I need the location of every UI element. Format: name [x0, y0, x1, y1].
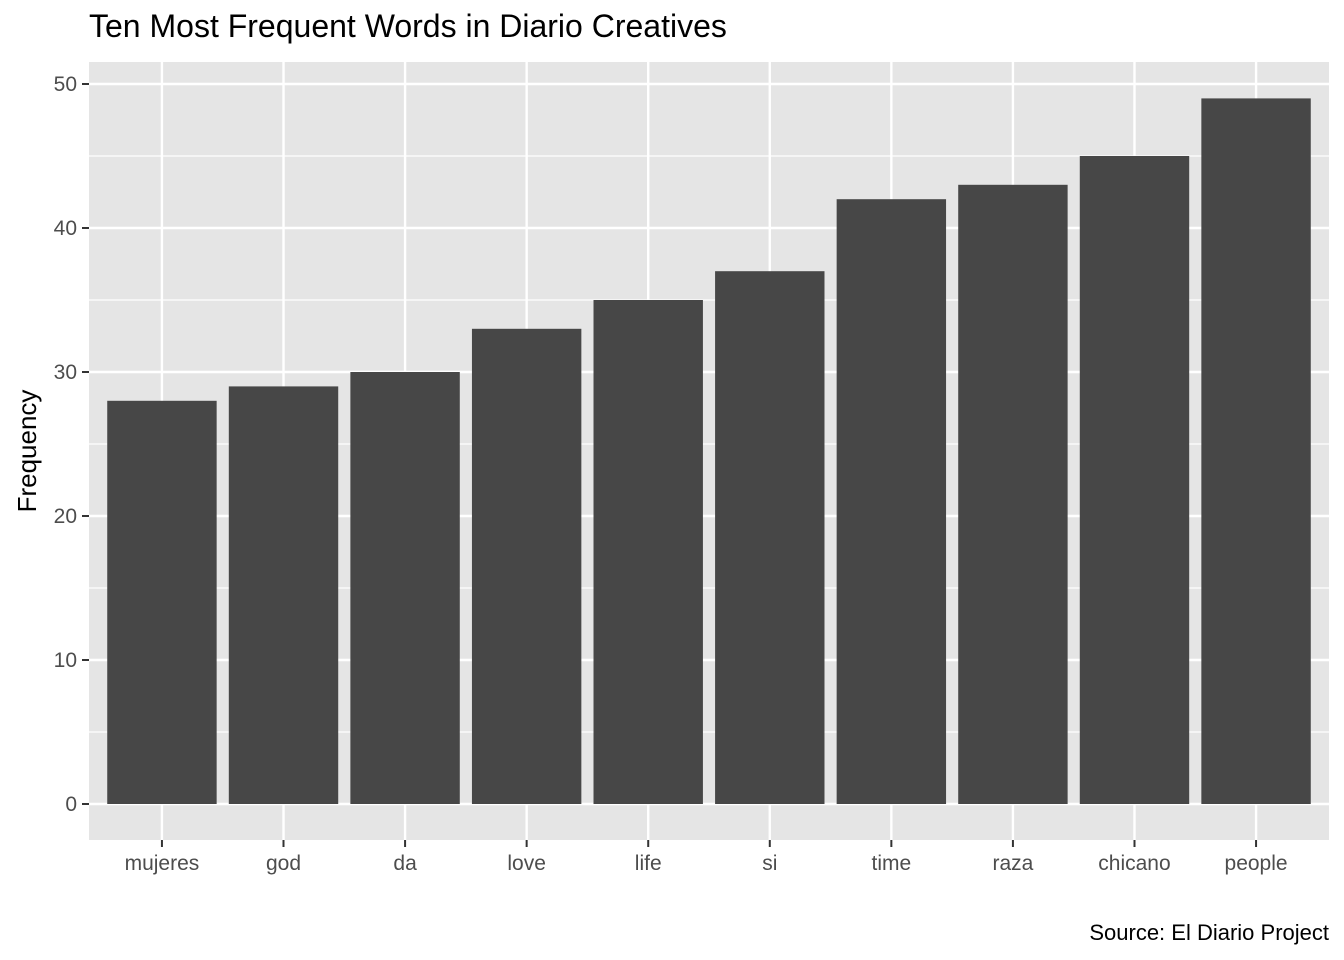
bar-life [593, 300, 703, 804]
y-tick-label: 20 [54, 505, 77, 528]
y-axis-title: Frequency [12, 390, 42, 513]
x-tick-label: people [1225, 852, 1288, 875]
x-tick-label: life [635, 852, 662, 875]
x-tick-label: raza [992, 852, 1033, 875]
bar-raza [958, 184, 1068, 805]
x-tick-label: mujeres [125, 852, 200, 875]
bar-god [228, 386, 339, 804]
bar-da [350, 372, 460, 804]
bar-love [471, 328, 582, 804]
x-tick-label: da [393, 852, 417, 875]
bar-chicano [1079, 156, 1190, 804]
y-tick-label: 0 [65, 793, 77, 816]
x-tick-label: time [872, 852, 912, 875]
x-tick-label: god [266, 852, 301, 875]
x-tick-label: si [762, 852, 777, 875]
bar-time [836, 199, 947, 804]
x-tick-label: love [507, 852, 546, 875]
y-tick-label: 40 [54, 217, 77, 240]
bar-mujeres [107, 400, 217, 804]
x-tick-label: chicano [1098, 852, 1170, 875]
y-tick-label: 30 [54, 361, 77, 384]
bar-people [1201, 98, 1311, 804]
bar-si [715, 271, 825, 804]
y-tick-label: 50 [54, 73, 77, 96]
chart-caption: Source: El Diario Project [1089, 920, 1329, 945]
y-tick-label: 10 [54, 649, 77, 672]
chart-title: Ten Most Frequent Words in Diario Creati… [89, 8, 727, 44]
